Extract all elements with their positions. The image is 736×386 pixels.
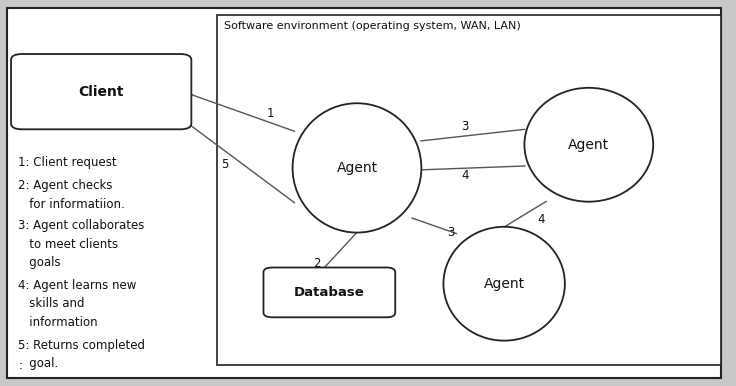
Ellipse shape bbox=[292, 103, 421, 232]
Text: skills and: skills and bbox=[18, 297, 85, 310]
FancyBboxPatch shape bbox=[263, 267, 395, 317]
Text: 1: 1 bbox=[267, 107, 275, 120]
Text: Agent: Agent bbox=[336, 161, 378, 175]
Text: 2: 2 bbox=[313, 257, 320, 270]
Text: to meet clients: to meet clients bbox=[18, 238, 118, 251]
Text: Database: Database bbox=[294, 286, 365, 299]
Text: for informatiion.: for informatiion. bbox=[18, 198, 125, 211]
FancyBboxPatch shape bbox=[7, 8, 721, 378]
Text: 4: 4 bbox=[461, 169, 469, 182]
Text: 4: 4 bbox=[537, 213, 545, 226]
FancyBboxPatch shape bbox=[11, 54, 191, 129]
Ellipse shape bbox=[525, 88, 654, 201]
Text: information: information bbox=[18, 316, 98, 329]
Text: Agent: Agent bbox=[568, 138, 609, 152]
Text: 3: 3 bbox=[447, 226, 454, 239]
Text: :: : bbox=[18, 359, 22, 372]
Text: 2: Agent checks: 2: Agent checks bbox=[18, 179, 113, 193]
Text: 5: 5 bbox=[221, 157, 228, 171]
Text: goal.: goal. bbox=[18, 357, 59, 371]
Text: 1: Client request: 1: Client request bbox=[18, 156, 117, 169]
Text: 3: 3 bbox=[461, 120, 469, 133]
Text: 4: Agent learns new: 4: Agent learns new bbox=[18, 279, 137, 292]
Ellipse shape bbox=[443, 227, 565, 340]
Text: 5: Returns completed: 5: Returns completed bbox=[18, 339, 146, 352]
Text: Client: Client bbox=[79, 85, 124, 99]
FancyBboxPatch shape bbox=[217, 15, 721, 365]
Text: 3: Agent collaborates: 3: Agent collaborates bbox=[18, 219, 145, 232]
Text: Agent: Agent bbox=[484, 277, 525, 291]
Text: goals: goals bbox=[18, 256, 61, 269]
Text: Software environment (operating system, WAN, LAN): Software environment (operating system, … bbox=[224, 21, 521, 31]
